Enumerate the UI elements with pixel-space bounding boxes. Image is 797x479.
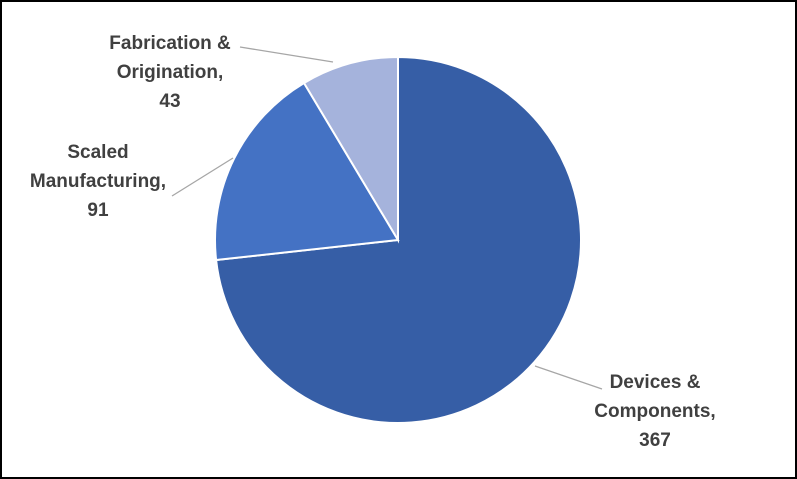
data-label-value: 91 — [87, 200, 109, 221]
data-label-category: Devices & Components, — [594, 372, 715, 422]
data-label-value: 367 — [639, 430, 671, 451]
data-label-category: Fabrication & Origination, — [109, 33, 231, 83]
leader-line — [534, 365, 603, 390]
data-label-value: 43 — [159, 91, 180, 112]
leader-line — [239, 46, 334, 63]
data-label-category: Scaled Manufacturing, — [30, 142, 166, 192]
pie-slice — [302, 55, 399, 244]
pie-slice — [214, 81, 400, 262]
leader-line — [171, 157, 234, 197]
